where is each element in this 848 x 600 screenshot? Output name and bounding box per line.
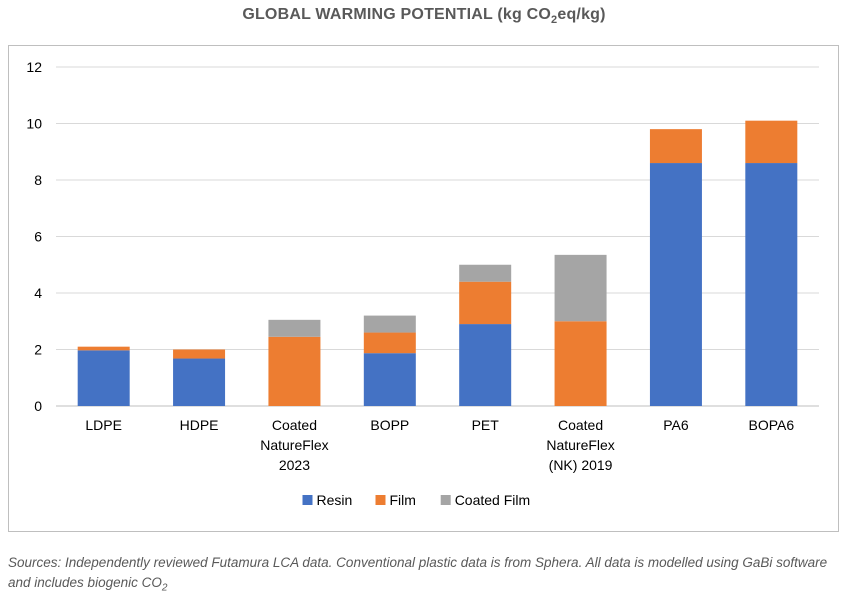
x-category-label-0: LDPE [85,417,122,433]
x-category-label-4: PET [472,417,500,433]
x-category-label-line: PA6 [663,417,689,433]
bar-resin-4 [459,324,512,406]
x-category-label-line: BOPP [370,417,409,433]
x-category-label-line: BOPA6 [748,417,794,433]
y-tick-label-6: 6 [34,229,42,245]
chart-title-tail: eq/kg) [557,6,606,23]
x-category-label-line: 2023 [279,457,310,473]
legend-label-film: Film [390,492,416,508]
bar-resin-1 [173,358,226,406]
bar-coated-film-3 [363,315,416,333]
y-tick-label-0: 0 [34,398,42,414]
bar-film-7 [745,120,798,164]
bar-coated-film-4 [459,264,512,282]
chart-title: GLOBAL WARMING POTENTIAL (kg CO2eq/kg) [0,6,848,26]
bar-resin-0 [77,350,130,406]
x-category-label-line: HDPE [180,417,219,433]
x-category-label-3: BOPP [370,417,409,433]
bar-film-5 [554,321,607,406]
bar-resin-7 [745,163,798,406]
bar-coated-film-2 [268,319,321,337]
bar-resin-3 [363,353,416,406]
y-tick-label-8: 8 [34,172,42,188]
x-category-label-5: Coated NatureFlex (NK) 2019 [546,417,614,473]
chart-title-subscript: 2 [551,14,558,27]
bar-coated-film-5 [554,254,607,322]
chart-title-main: GLOBAL WARMING POTENTIAL (kg CO [242,6,552,23]
x-category-label-line: LDPE [85,417,122,433]
y-tick-label-4: 4 [34,285,42,301]
source-footnote-text: Sources: Independently reviewed Futamura… [8,555,828,590]
y-tick-label-12: 12 [26,59,42,75]
x-category-label-line: Coated [558,417,603,433]
bar-resin-6 [649,163,702,406]
y-tick-label-2: 2 [34,342,42,358]
source-footnote-subscript: 2 [161,582,168,594]
x-category-label-line: Coated [272,417,317,433]
legend-swatch-film [375,495,386,505]
x-category-label-line: PET [472,417,500,433]
legend-swatch-resin [302,495,313,505]
source-footnote: Sources: Independently reviewed Futamura… [8,553,843,599]
x-category-label-7: BOPA6 [748,417,794,433]
x-category-label-line: (NK) 2019 [549,457,613,473]
x-category-label-2: Coated NatureFlex 2023 [260,417,328,473]
x-category-label-line: NatureFlex [546,437,614,453]
bar-film-3 [363,332,416,354]
bar-film-0 [77,346,130,351]
bar-film-2 [268,336,321,406]
legend-label-coated-film: Coated Film [455,492,530,508]
x-category-label-line: NatureFlex [260,437,328,453]
legend-swatch-coated-film [440,495,451,505]
bar-film-1 [173,349,226,359]
bar-film-6 [649,129,702,164]
chart-svg: 0 2 4 6 8 10 12 LDPE HDPE Coated NatureFlex 2023 BOP… [26,59,819,508]
bar-film-4 [459,281,512,325]
chart-area: 0 2 4 6 8 10 12 LDPE HDPE Coated NatureFlex 2023 BOP… [8,45,839,532]
x-category-label-1: HDPE [180,417,219,433]
legend-label-resin: Resin [317,492,353,508]
x-category-label-6: PA6 [663,417,689,433]
y-tick-label-10: 10 [26,116,42,132]
